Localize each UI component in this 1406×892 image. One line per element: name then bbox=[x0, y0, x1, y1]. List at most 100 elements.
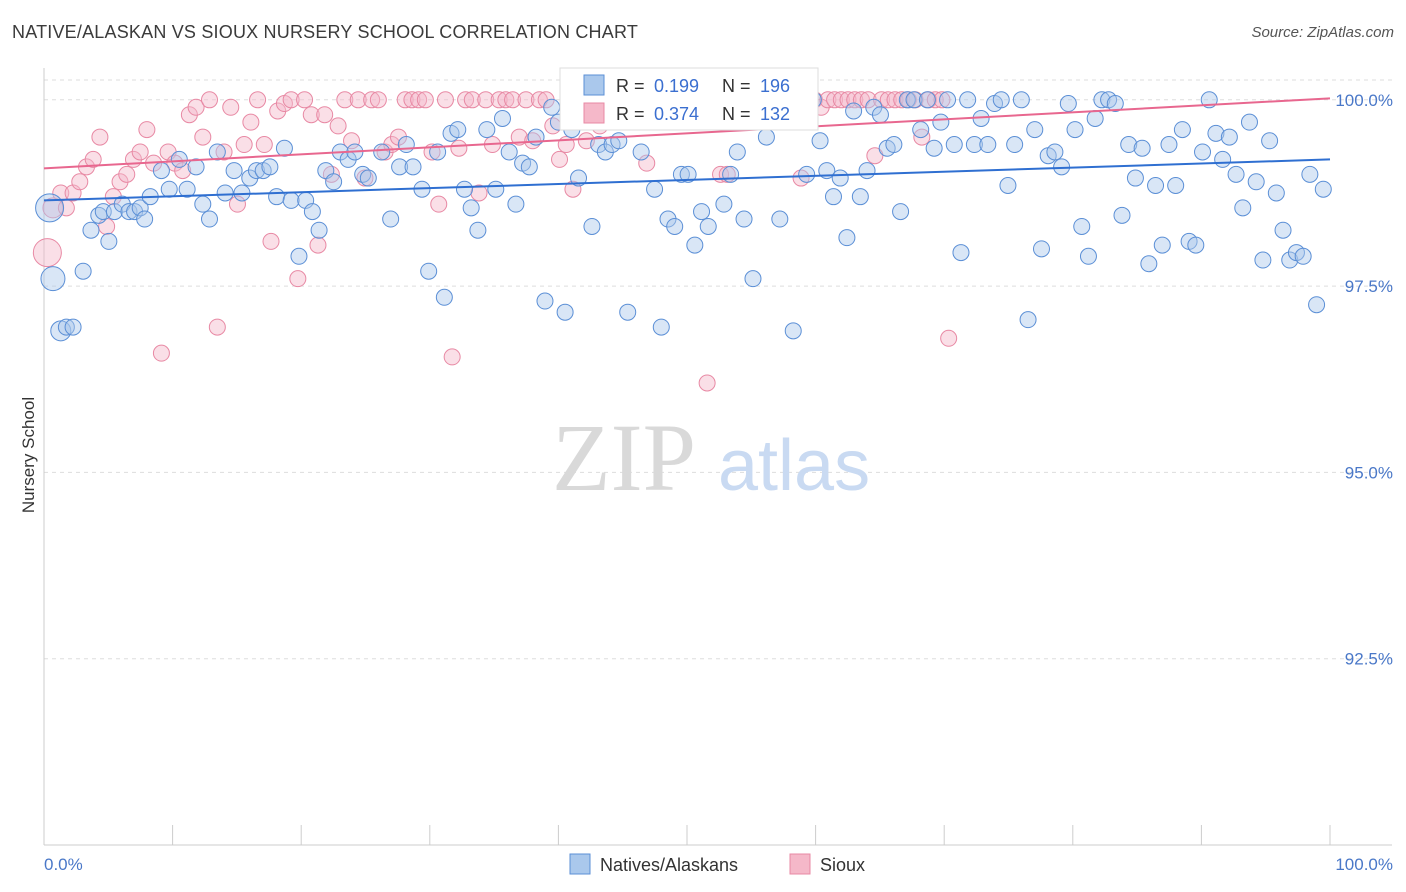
natives-point-115 bbox=[858, 162, 876, 180]
sioux-point-36 bbox=[282, 91, 300, 109]
axes bbox=[43, 68, 1392, 846]
natives-point-91 bbox=[693, 203, 711, 221]
sioux-point-63 bbox=[463, 91, 481, 109]
natives-point-69 bbox=[543, 98, 561, 116]
natives-point-37 bbox=[303, 203, 321, 221]
sioux-point-23 bbox=[194, 128, 212, 146]
natives-point-114 bbox=[851, 188, 869, 206]
natives-point-177 bbox=[1274, 221, 1292, 239]
natives-point-180 bbox=[1294, 247, 1312, 265]
natives-point-138 bbox=[1012, 91, 1030, 109]
sioux-point-25 bbox=[208, 318, 226, 336]
sioux-point-60 bbox=[443, 348, 461, 366]
natives-point-80 bbox=[619, 303, 637, 321]
natives-point-54 bbox=[435, 288, 453, 306]
natives-point-34 bbox=[282, 191, 300, 209]
sioux-trend-line bbox=[43, 97, 1331, 170]
sioux-point-39 bbox=[302, 106, 320, 124]
sioux-point-40 bbox=[309, 236, 327, 254]
natives-point-102 bbox=[771, 210, 789, 228]
natives-point-146 bbox=[1066, 121, 1084, 139]
natives-point-94 bbox=[715, 195, 733, 213]
natives-point-108 bbox=[811, 132, 829, 150]
watermark-atlas: atlas bbox=[718, 426, 870, 506]
natives-point-162 bbox=[1173, 121, 1191, 139]
natives-point-88 bbox=[672, 165, 690, 183]
bottom-legend-swatch-sioux bbox=[789, 853, 811, 875]
natives-point-63 bbox=[500, 143, 518, 161]
legend-n-value-sioux: 132 bbox=[760, 104, 790, 124]
sioux-point-31 bbox=[249, 91, 267, 109]
legend-swatch-natives bbox=[583, 74, 605, 96]
legend-swatch-sioux bbox=[583, 102, 605, 124]
natives-point-90 bbox=[686, 236, 704, 254]
natives-point-47 bbox=[382, 210, 400, 228]
legend-r-label-natives: R = bbox=[616, 76, 645, 96]
natives-point-98 bbox=[744, 270, 762, 288]
natives-point-60 bbox=[478, 121, 496, 139]
sioux-point-118 bbox=[832, 91, 850, 109]
natives-point-0 bbox=[35, 193, 65, 223]
natives-point-135 bbox=[992, 91, 1010, 109]
sioux-point-76 bbox=[551, 150, 569, 168]
sioux-point-20 bbox=[174, 162, 192, 180]
y-tick-label-1: 97.5% bbox=[1345, 277, 1393, 296]
y-tick-label-0: 100.0% bbox=[1335, 91, 1393, 110]
natives-point-150 bbox=[1093, 91, 1111, 109]
natives-point-106 bbox=[798, 165, 816, 183]
natives-point-58 bbox=[462, 199, 480, 217]
natives-point-131 bbox=[965, 136, 983, 154]
natives-point-128 bbox=[945, 136, 963, 154]
natives-point-87 bbox=[666, 217, 684, 235]
natives-point-26 bbox=[225, 162, 243, 180]
sioux-point-69 bbox=[504, 91, 522, 109]
natives-point-61 bbox=[487, 180, 505, 198]
sioux-point-58 bbox=[430, 195, 448, 213]
natives-point-82 bbox=[632, 143, 650, 161]
sioux-point-73 bbox=[530, 91, 548, 109]
sioux-point-14 bbox=[131, 143, 149, 161]
natives-point-100 bbox=[757, 128, 775, 146]
sioux-point-44 bbox=[336, 91, 354, 109]
legend-n-label-sioux: N = bbox=[722, 104, 751, 124]
natives-point-182 bbox=[1308, 296, 1326, 314]
natives-point-130 bbox=[959, 91, 977, 109]
sioux-point-125 bbox=[879, 91, 897, 109]
natives-point-19 bbox=[170, 150, 188, 168]
sioux-point-78 bbox=[564, 180, 582, 198]
natives-point-25 bbox=[216, 184, 234, 202]
y-tick-label-3: 92.5% bbox=[1345, 650, 1393, 669]
natives-point-96 bbox=[728, 143, 746, 161]
sioux-point-67 bbox=[490, 91, 508, 109]
natives-point-159 bbox=[1153, 236, 1171, 254]
natives-point-165 bbox=[1194, 143, 1212, 161]
sioux-point-117 bbox=[826, 91, 844, 109]
sioux-point-37 bbox=[289, 270, 307, 288]
natives-point-79 bbox=[610, 132, 628, 150]
sioux-point-65 bbox=[477, 91, 495, 109]
natives-point-75 bbox=[583, 217, 601, 235]
sioux-point-46 bbox=[349, 91, 367, 109]
sioux-point-24 bbox=[201, 91, 219, 109]
natives-point-9 bbox=[100, 232, 118, 250]
sioux-point-127 bbox=[893, 91, 911, 109]
natives-point-40 bbox=[325, 173, 343, 191]
natives-point-147 bbox=[1073, 217, 1091, 235]
sioux-point-32 bbox=[255, 136, 273, 154]
sioux-point-7 bbox=[84, 150, 102, 168]
natives-point-164 bbox=[1187, 236, 1205, 254]
natives-point-173 bbox=[1247, 173, 1265, 191]
sioux-point-55 bbox=[410, 91, 428, 109]
natives-point-31 bbox=[261, 158, 279, 176]
natives-point-112 bbox=[838, 229, 856, 247]
x-tick-labels: 0.0% 100.0% bbox=[44, 855, 1393, 874]
natives-point-123 bbox=[912, 121, 930, 139]
sioux-point-56 bbox=[416, 91, 434, 109]
natives-point-68 bbox=[536, 292, 554, 310]
sioux-point-22 bbox=[187, 98, 205, 116]
natives-point-33 bbox=[275, 139, 293, 157]
natives-point-85 bbox=[652, 318, 670, 336]
sioux-point-53 bbox=[396, 91, 414, 109]
natives-point-161 bbox=[1167, 177, 1185, 195]
natives-point-149 bbox=[1086, 109, 1104, 127]
